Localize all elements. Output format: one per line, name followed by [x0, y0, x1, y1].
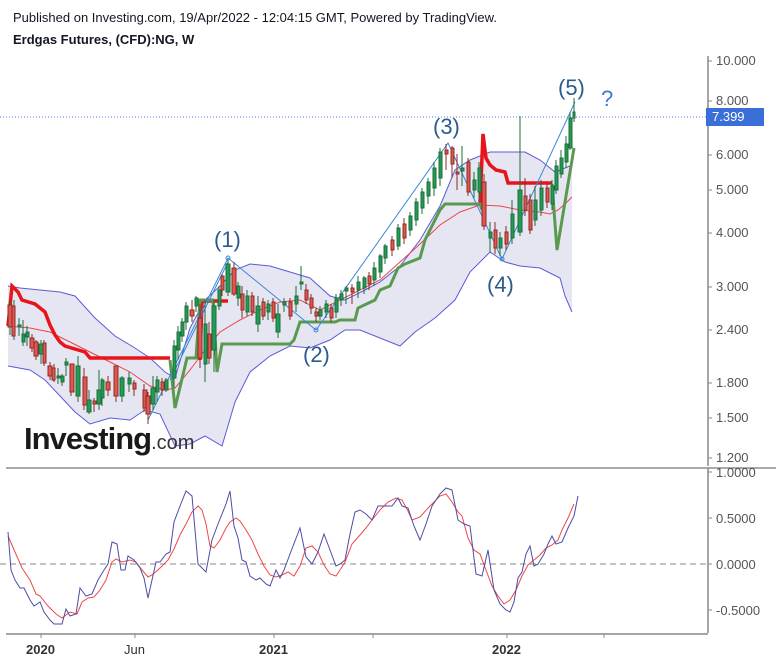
chart-symbol-title: Erdgas Futures, (CFD):NG, W [13, 32, 195, 47]
price-tick-6: 6.000 [716, 147, 749, 162]
price-tick-4: 4.000 [716, 225, 749, 240]
oscillator-fast-line [7, 487, 579, 625]
bollinger-lower-band [7, 251, 573, 447]
osc-tick-0-5: 0.5000 [716, 511, 756, 526]
wave4-point [499, 256, 505, 262]
bollinger-upper-band [7, 151, 573, 379]
time-label-jun: Jun [124, 642, 145, 657]
price-tick-1-2: 1.200 [716, 450, 749, 465]
red-stop-line-3 [478, 133, 552, 205]
investing-logo: Investing.com [24, 421, 194, 457]
moving-average-line [7, 196, 573, 391]
osc-axis-ticks [708, 471, 712, 611]
wave-3-label: (3) [433, 114, 460, 139]
osc-tick-0: 0.0000 [716, 557, 756, 572]
wave-2-label: (2) [303, 342, 330, 367]
price-tick-2-4: 2.400 [716, 322, 749, 337]
current-price-badge: 7.399 [706, 108, 764, 126]
logo-suffix-text: .com [151, 432, 195, 454]
wave2-point [313, 327, 319, 333]
time-label-2021: 2021 [259, 642, 288, 657]
wave-1-label: (1) [214, 227, 241, 252]
price-tick-5: 5.000 [716, 182, 749, 197]
price-tick-1-5: 1.500 [716, 410, 749, 425]
logo-main-text: Investing [24, 421, 152, 456]
price-tick-1-8: 1.800 [716, 375, 749, 390]
price-tick-10: 10.000 [716, 53, 756, 68]
time-label-2020: 2020 [26, 642, 55, 657]
published-notice: Published on Investing.com, 19/Apr/2022 … [13, 10, 497, 25]
question-mark-annotation: ? [601, 86, 613, 111]
time-axis-ticks [40, 634, 605, 638]
price-axis-ticks [708, 60, 712, 459]
price-tick-8: 8.000 [716, 93, 749, 108]
price-tick-3: 3.000 [716, 279, 749, 294]
wave-4-label: (4) [487, 272, 514, 297]
osc-tick-1: 1.0000 [716, 465, 756, 480]
red-stop-line [6, 282, 170, 360]
green-stop-line-2 [550, 147, 576, 251]
wave-5-label: (5) [558, 75, 585, 100]
osc-tick-minus-0-5: -0.5000 [716, 603, 760, 618]
time-label-2022: 2022 [492, 642, 521, 657]
candlesticks [7, 98, 576, 424]
green-stop-line [168, 202, 484, 409]
